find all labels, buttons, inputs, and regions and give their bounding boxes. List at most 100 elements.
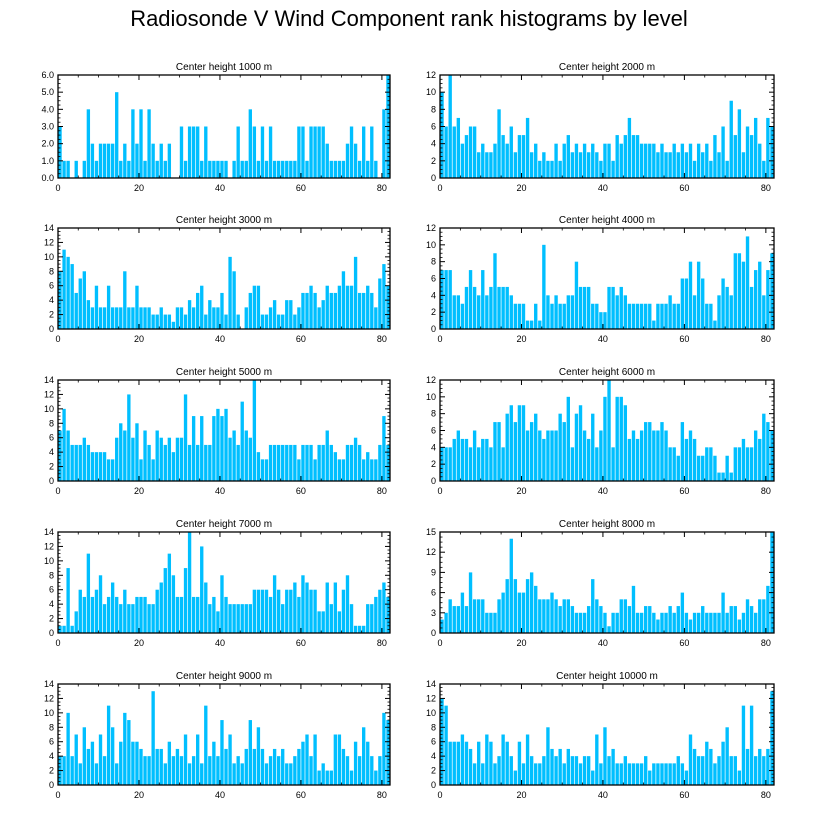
panel-9-bar-1 xyxy=(62,756,66,785)
panel-4-bar-71 xyxy=(729,295,733,329)
panel-10-bar-39 xyxy=(599,763,603,785)
panel-1-bar-67 xyxy=(329,160,333,178)
panel-4-bar-35 xyxy=(582,286,587,329)
panel-1-bar-72 xyxy=(349,126,354,178)
panel-3-bar-3 xyxy=(70,264,74,329)
panel-1-bar-11 xyxy=(102,143,107,178)
panel-6-xtick-label-1: 20 xyxy=(516,486,526,496)
panel-10-title: Center height 10000 m xyxy=(556,671,658,682)
panel-3-bar-26 xyxy=(163,314,167,329)
panel-1-bar-12 xyxy=(106,143,111,178)
panel-6-bar-5 xyxy=(460,438,465,481)
panel-5-ytick-label-4: 8 xyxy=(49,418,54,428)
panel-2-bar-46 xyxy=(627,117,632,178)
panel-2-bar-69 xyxy=(721,126,725,178)
panel-1-bar-51 xyxy=(264,160,269,178)
panel-7-bar-60 xyxy=(301,575,305,633)
panel-3-bar-59 xyxy=(297,307,301,329)
panel-8-bar-46 xyxy=(627,606,632,633)
panel-3-xtick-label-4: 80 xyxy=(377,334,387,344)
panel-10-ytick-label-2: 4 xyxy=(431,751,436,761)
panel-7-ytick-label-2: 4 xyxy=(49,599,54,609)
panel-3-bar-68 xyxy=(333,292,338,329)
panel-5-bar-63 xyxy=(313,459,317,481)
panel-6-bar-63 xyxy=(696,455,701,481)
panel-4-bar-43 xyxy=(615,295,619,329)
panel-1-bar-48 xyxy=(252,126,257,178)
panel-4-bar-61 xyxy=(688,261,693,329)
panel-4-bar-79 xyxy=(762,295,766,329)
panel-6-bar-56 xyxy=(668,447,672,481)
panel-6-ytick-label-5: 10 xyxy=(426,392,436,402)
panel-8-bar-28 xyxy=(554,599,558,633)
panel-8-bar-24 xyxy=(538,599,542,633)
panel-7-bar-78 xyxy=(374,596,378,633)
panel-8-bar-38 xyxy=(595,599,599,633)
panel-10-bar-67 xyxy=(713,763,717,785)
panel-9-xtick-label-3: 60 xyxy=(296,790,306,800)
panel-2-bar-54 xyxy=(660,143,664,178)
panel-5-xtick-label-3: 60 xyxy=(296,486,306,496)
panel-7-bar-2 xyxy=(66,568,70,633)
panel-9-bar-32 xyxy=(187,763,192,785)
panel-2-ytick-label-4: 8 xyxy=(431,104,436,114)
panel-9-bar-79 xyxy=(378,756,382,785)
panel-7-bar-13 xyxy=(110,582,115,633)
panel-6-bar-46 xyxy=(627,438,632,481)
panel-5-bar-55 xyxy=(281,444,285,481)
panel-8-bar-43 xyxy=(615,612,619,633)
panel-1-bar-65 xyxy=(321,126,325,178)
panel-4-bar-36 xyxy=(586,286,591,329)
panel-6-bar-6 xyxy=(464,438,469,481)
panel-3-bar-70 xyxy=(341,271,346,329)
panel-8-bar-25 xyxy=(542,599,546,633)
panel-4-bar-23 xyxy=(534,303,538,329)
panel-1-bar-6 xyxy=(82,160,86,178)
panel-2-bar-9 xyxy=(477,152,481,178)
panel-8-bar-6 xyxy=(464,606,469,633)
panel-6-bar-15 xyxy=(501,447,505,481)
panel-1-bar-10 xyxy=(98,143,103,178)
panel-5-bar-52 xyxy=(268,444,273,481)
panel-1-bar-4 xyxy=(74,160,78,178)
panel-3-bar-63 xyxy=(313,292,317,329)
panel-1-xtick-label-0: 0 xyxy=(55,183,60,193)
panel-8-ytick-label-5: 15 xyxy=(426,527,436,537)
panel-8-bar-16 xyxy=(505,579,509,633)
panel-7-bar-9 xyxy=(94,589,99,633)
panel-8-bar-2 xyxy=(448,599,452,633)
panel-9-bar-52 xyxy=(268,756,273,785)
panel-1-bar-70 xyxy=(341,160,346,178)
panel-10-bar-7 xyxy=(468,748,473,785)
panel-7-bar-17 xyxy=(127,604,131,633)
panel-5-bar-76 xyxy=(366,452,370,481)
panel-7-bar-80 xyxy=(382,582,386,633)
panel-1-bar-39 xyxy=(216,160,220,178)
panel-9-bar-18 xyxy=(131,741,135,785)
panel-10-bar-23 xyxy=(534,763,538,785)
panel-5-bar-27 xyxy=(167,437,172,481)
panel-8-bar-63 xyxy=(696,612,701,633)
panel-6-bar-26 xyxy=(546,430,550,481)
panel-2-bar-80 xyxy=(766,117,770,178)
panel-3-bar-57 xyxy=(289,300,293,329)
panel-1-bar-52 xyxy=(268,126,273,178)
panel-10-bar-62 xyxy=(692,748,697,785)
panel-5-bar-4 xyxy=(74,444,78,481)
panel-8-bar-31 xyxy=(566,599,570,633)
panel-1-ytick-label-6: 6.0 xyxy=(41,70,54,80)
panel-6-bar-80 xyxy=(766,422,770,481)
panel-5-bar-64 xyxy=(317,444,321,481)
panel-3-bar-76 xyxy=(366,285,370,329)
panel-6-bar-40 xyxy=(603,396,607,481)
panel-5-bar-56 xyxy=(285,444,289,481)
panel-6-bar-29 xyxy=(558,413,562,481)
panel-9-bar-54 xyxy=(276,756,281,785)
panel-2-bar-37 xyxy=(591,143,595,178)
panel-4-bar-54 xyxy=(660,303,664,329)
panel-10-bar-12 xyxy=(489,741,493,785)
panel-3-bar-41 xyxy=(224,314,228,329)
panel-7-bar-23 xyxy=(151,604,155,633)
panel-1-bar-23 xyxy=(151,143,155,178)
panel-2-bar-44 xyxy=(619,143,623,178)
